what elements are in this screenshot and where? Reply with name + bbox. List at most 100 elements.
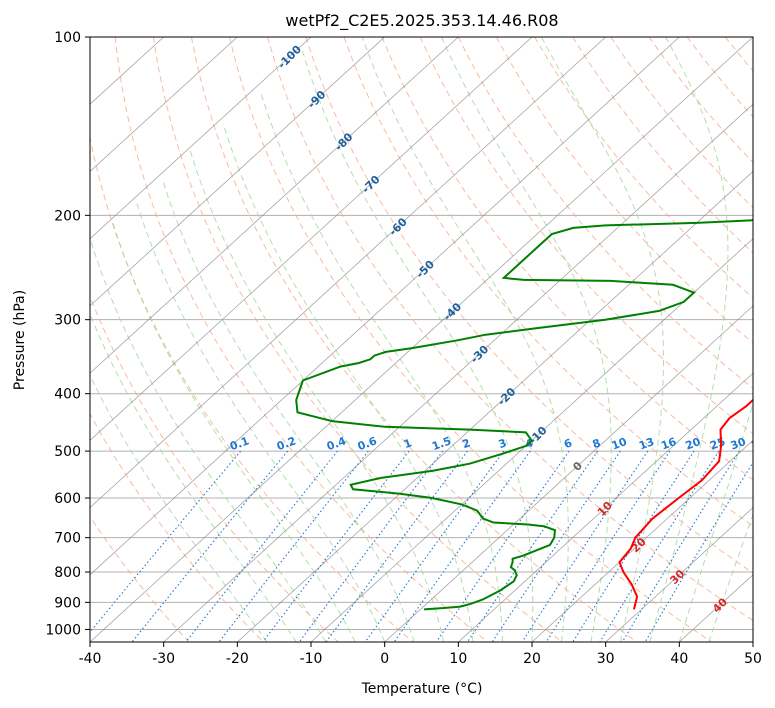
mixing-ratio-label: 36 (749, 435, 768, 453)
moist-adiabat (708, 513, 753, 642)
mixing-ratio-label: 1 (402, 436, 414, 451)
x-tick-label: -10 (300, 651, 323, 667)
mixing-ratio-label: 20 (684, 435, 703, 453)
dry-adiabat (90, 295, 339, 642)
mixing-ratio-line (185, 450, 339, 642)
isotherm-line (384, 305, 753, 642)
mixing-ratio-label: 8 (591, 436, 603, 451)
mixing-ratio-label: 16 (659, 435, 678, 453)
x-tick-label: 10 (449, 651, 467, 667)
x-tick-label: -30 (152, 651, 175, 667)
profile-series (295, 218, 753, 611)
dewpoint-profile (295, 218, 753, 611)
moist-adiabat (649, 37, 729, 642)
isotherm-line (90, 37, 753, 642)
mixing-ratio-label: 3 (497, 436, 509, 451)
x-tick-label: 20 (523, 651, 541, 667)
moist-adiabat (136, 201, 386, 642)
y-tick-label: 100 (54, 30, 81, 46)
chart-title: wetPf2_C2E5.2025.353.14.46.R08 (285, 11, 558, 31)
mixing-ratio-label: 10 (610, 435, 629, 453)
mixing-ratio-line (131, 450, 289, 642)
mixing-ratio-label: 0.2 (275, 434, 298, 453)
isotherm-line (458, 372, 753, 642)
isotherm-line (163, 103, 753, 642)
y-tick-label: 900 (54, 595, 81, 611)
y-tick-label: 600 (54, 491, 81, 507)
moist-adiabat (189, 149, 445, 642)
isotherm-line (90, 37, 606, 509)
y-tick-label: 200 (54, 208, 81, 224)
x-tick-label: 30 (597, 651, 615, 667)
moist-adiabat (301, 49, 534, 642)
mixing-ratio-label: 13 (637, 435, 656, 452)
mixing-ratio-label: 25 (708, 435, 727, 452)
background-lines (90, 37, 753, 642)
y-tick-label: 1000 (45, 622, 81, 638)
y-tick-label: 800 (54, 565, 81, 581)
y-axis-label: Pressure (hPa) (12, 290, 28, 390)
isotherm-line (90, 37, 312, 240)
moist-adiabat (90, 239, 327, 642)
mixing-ratio-label: 2 (461, 436, 473, 451)
moist-adiabat (90, 374, 268, 642)
moist-adiabat (678, 401, 753, 642)
y-tick-label: 500 (54, 444, 81, 460)
y-tick-label: 300 (54, 313, 81, 329)
mixing-ratio-line (491, 450, 621, 642)
y-tick-label: 400 (54, 387, 81, 403)
dry-adiabat (152, 37, 563, 642)
mixing-ratio-line (298, 450, 444, 642)
isotherm-line (90, 37, 533, 441)
plot-frame (89, 36, 754, 643)
isotherm-line (310, 238, 753, 642)
mixing-ratio-line (218, 450, 369, 642)
dry-adiabat (114, 37, 488, 642)
dry-adiabat (90, 412, 264, 642)
dry-adiabat (190, 37, 638, 642)
mixing-ratio-label: 1.5 (430, 434, 453, 453)
isotherm-line (90, 37, 385, 307)
moist-adiabat (361, 37, 569, 642)
isotherm-line (90, 37, 459, 374)
x-tick-label: 40 (670, 651, 688, 667)
moist-adiabat (222, 123, 474, 642)
isotherm-line (605, 507, 753, 642)
mixing-ratio-line (621, 450, 740, 642)
x-axis-label: Temperature (°C) (361, 681, 483, 697)
mixing-ratio-label: 0.4 (325, 434, 348, 453)
x-tick-label: -40 (79, 651, 102, 667)
mixing-ratio-line (644, 461, 753, 642)
y-axis-ticks: 100 200 300 400 500 600 700 800 900 1000 (45, 30, 90, 638)
x-tick-label: 0 (380, 651, 389, 667)
moist-adiabat (441, 37, 612, 642)
x-axis-ticks: -40 -30 -20 -10 0 10 20 30 40 50 (79, 642, 762, 667)
mixing-ratio-line (467, 450, 599, 642)
y-tick-label: 700 (54, 531, 81, 547)
mixing-ratio-label: 30 (729, 435, 748, 453)
isotherm-line (90, 37, 680, 576)
dry-adiabat (267, 37, 753, 622)
x-tick-label: 50 (744, 651, 762, 667)
isotherm-line (531, 439, 753, 642)
moist-adiabat (162, 180, 415, 642)
isotherm-line (237, 170, 753, 642)
mixing-ratio-line (325, 450, 468, 642)
moist-adiabat (112, 221, 356, 642)
mixing-ratio-label: 0.1 (228, 434, 251, 453)
mixing-ratio-label: 6 (562, 436, 574, 451)
mixing-ratio-line (599, 450, 720, 642)
temperature-profile (618, 398, 753, 610)
isotherm-line (90, 37, 238, 172)
moist-adiabat (90, 312, 297, 642)
mixing-ratio-line (90, 450, 242, 633)
mixing-ratio-label: 0.6 (356, 434, 379, 453)
mixing-ratio-line (435, 450, 570, 642)
moist-adiabat (540, 37, 664, 642)
mixing-ratio-line (521, 450, 649, 642)
dry-adiabat (343, 37, 753, 527)
mixing-ratio-line (393, 450, 531, 642)
dry-adiabat (457, 37, 753, 389)
x-tick-label: -20 (226, 651, 249, 667)
